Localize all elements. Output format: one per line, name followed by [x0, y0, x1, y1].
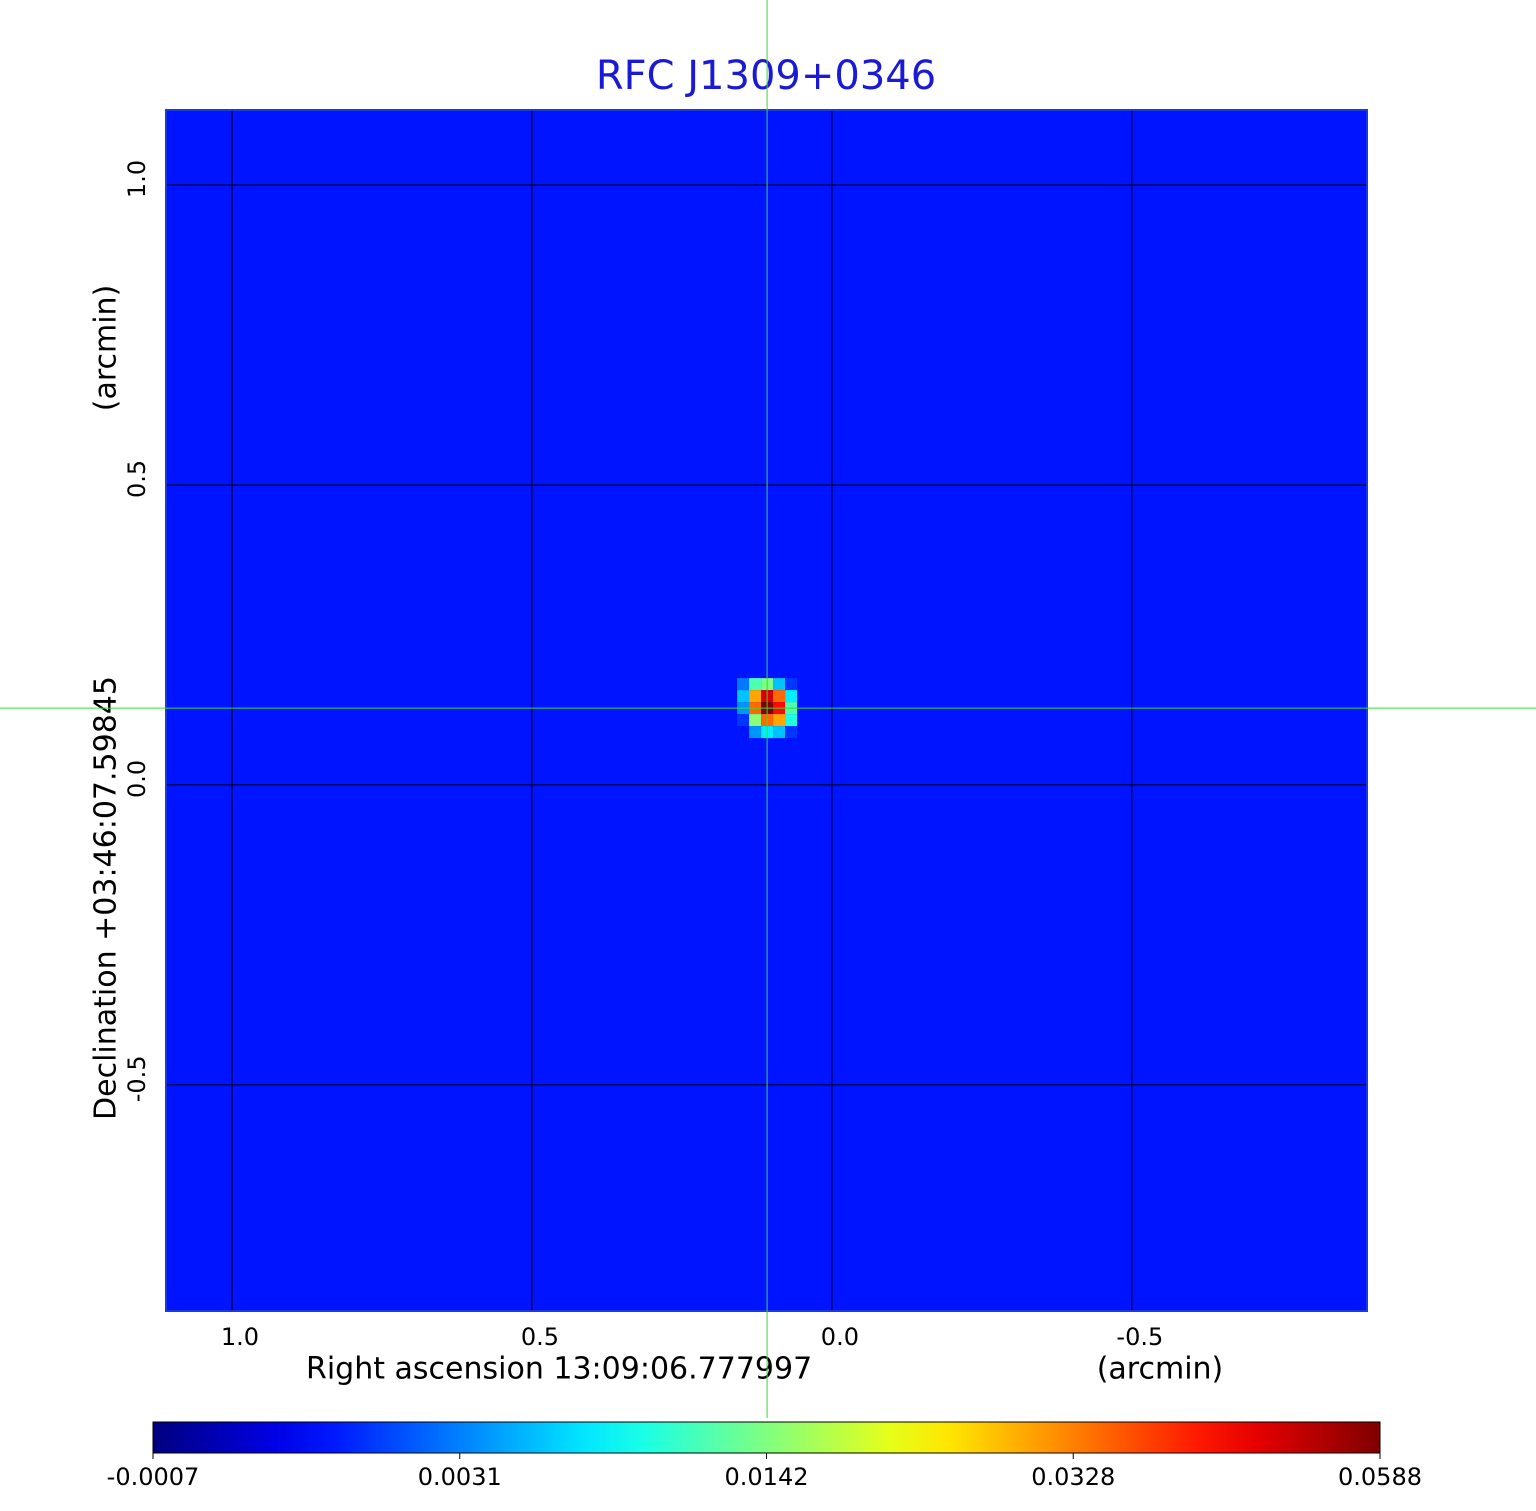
pixel	[749, 714, 762, 727]
y-tick-label: -0.5	[123, 1055, 151, 1102]
colorbar-tick-label: 0.0328	[1031, 1463, 1115, 1491]
pixel	[749, 678, 762, 691]
colorbar-tick-label: -0.0007	[107, 1463, 200, 1491]
pixel	[773, 690, 786, 703]
plot-border	[165, 109, 1368, 1312]
pixel	[737, 714, 750, 727]
x-tick-label: 0.0	[821, 1323, 859, 1351]
colorbar-tick-label: 0.0142	[725, 1463, 809, 1491]
pixel	[773, 678, 786, 691]
colorbar-tick-label: 0.0588	[1338, 1463, 1422, 1491]
y-axis-label: Declination +03:46:07.59845	[89, 676, 124, 1120]
pixel	[785, 726, 798, 739]
colorbar	[152, 1421, 1381, 1454]
y-tick-label: 1.0	[123, 160, 151, 198]
colorbar-tick-label: 0.0031	[418, 1463, 502, 1491]
y-axis-unit: (arcmin)	[89, 285, 124, 412]
pixel	[737, 726, 750, 739]
chart-title: RFC J1309+0346	[596, 53, 936, 99]
pixel	[773, 714, 786, 727]
x-tick-label: 1.0	[221, 1323, 259, 1351]
x-tick-label: -0.5	[1116, 1323, 1163, 1351]
x-axis-unit: (arcmin)	[1097, 1352, 1224, 1387]
pixel	[749, 690, 762, 703]
pixel	[785, 678, 798, 691]
pixel	[785, 714, 798, 727]
y-tick-label: 0.5	[123, 460, 151, 498]
pixel	[737, 678, 750, 691]
pixel	[785, 690, 798, 703]
x-tick-label: 0.5	[521, 1323, 559, 1351]
pixel	[737, 690, 750, 703]
x-axis-label: Right ascension 13:09:06.777997	[306, 1352, 812, 1387]
pixel	[773, 726, 786, 739]
y-tick-label: 0.0	[123, 760, 151, 798]
pixel	[749, 726, 762, 739]
